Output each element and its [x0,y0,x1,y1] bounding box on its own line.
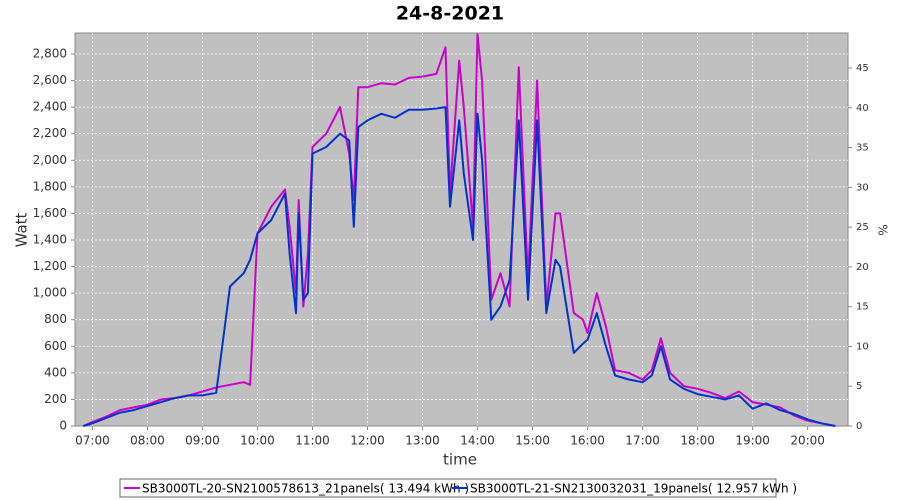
legend [119,478,777,498]
y-tick-label: 1,800 [33,179,67,193]
y-tick-label: 2,000 [33,153,67,167]
chart-title: 24-8-2021 [396,3,504,25]
y-tick-label: 600 [44,339,67,353]
x-tick-label: 19:00 [735,434,770,448]
x-tick-label: 10:00 [240,434,275,448]
x-tick-label: 07:00 [75,434,110,448]
x-tick-label: 11:00 [295,434,330,448]
y-tick-label: 1,600 [33,206,67,220]
y-tick-label: 1,200 [33,259,67,273]
y-tick-label: 1,000 [33,286,67,300]
x-tick-label: 20:00 [790,434,825,448]
legend-label: SB3000TL-21-SN2130032031_19panels( 12.95… [470,482,797,496]
x-tick-label: 18:00 [680,434,715,448]
y-tick-label: 1,400 [33,232,67,246]
y2-tick-label: 5 [856,381,862,392]
y2-tick-label: 45 [856,63,869,74]
y2-tick-label: 0 [856,421,862,432]
y2-tick-label: 30 [856,182,869,193]
y-axis-label: Watt [13,212,31,247]
y-tick-label: 2,200 [33,126,67,140]
y2-tick-label: 40 [856,103,869,114]
y-tick-label: 400 [44,365,67,379]
x-tick-label: 12:00 [350,434,385,448]
y-tick-label: 2,400 [33,100,67,114]
y2-tick-label: 10 [856,341,869,352]
x-tick-label: 15:00 [515,434,550,448]
plot-area [74,32,849,427]
x-tick-label: 14:00 [460,434,495,448]
y2-tick-label: 25 [856,222,869,233]
x-tick-label: 09:00 [185,434,220,448]
x-tick-label: 08:00 [130,434,165,448]
y2-axis-label: % [876,224,890,235]
x-tick-label: 13:00 [405,434,440,448]
y-tick-label: 200 [44,392,67,406]
series-line [83,106,836,427]
legend-label: SB3000TL-20-SN2100578613_21panels( 13.49… [142,482,469,496]
y-tick-label: 2,600 [33,73,67,87]
x-tick-label: 16:00 [570,434,605,448]
y2-tick-label: 35 [856,143,869,154]
x-tick-label: 17:00 [625,434,660,448]
y-tick-label: 800 [44,312,67,326]
y2-tick-label: 20 [856,262,869,273]
y-tick-label: 0 [59,419,67,433]
y-tick-label: 2,800 [33,46,67,60]
y2-tick-label: 15 [856,302,869,313]
series-line [82,33,836,427]
x-axis-label: time [443,451,477,469]
